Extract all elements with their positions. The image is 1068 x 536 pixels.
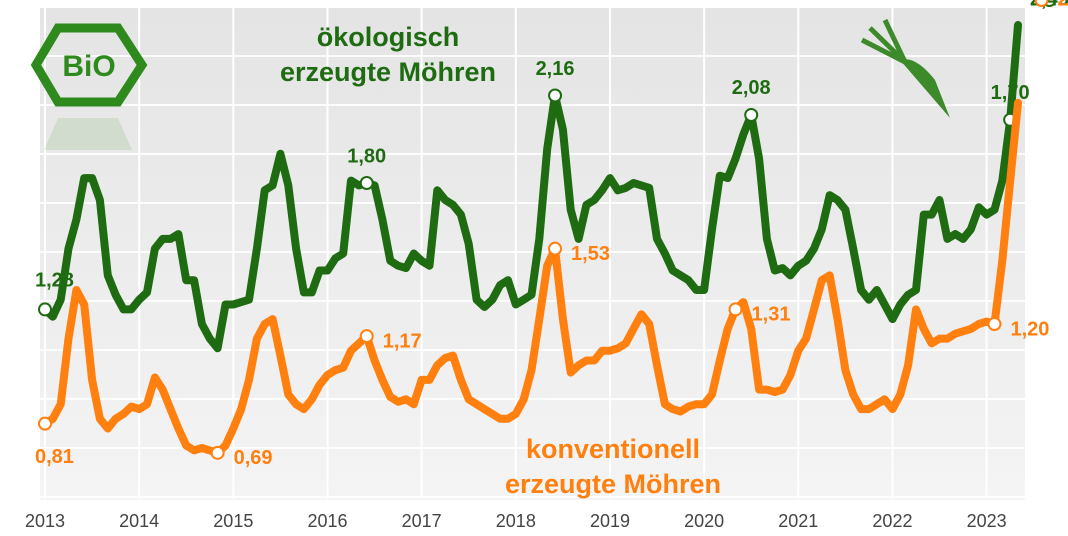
data-label: 1,17 — [383, 330, 422, 352]
x-tick-label: 2022 — [872, 511, 912, 531]
carrot-leaves — [862, 20, 905, 62]
x-tick-label: 2013 — [25, 511, 65, 531]
point-marker — [730, 303, 742, 315]
point-marker — [745, 109, 757, 121]
data-label: 2,08 — [732, 77, 771, 99]
bio-logo: BiO — [36, 28, 142, 150]
point-marker — [988, 318, 1000, 330]
x-tick-label: 2020 — [684, 511, 724, 531]
point-marker — [212, 447, 224, 459]
x-tick-label: 2016 — [307, 511, 347, 531]
carrot — [900, 59, 950, 118]
point-marker — [1036, 0, 1048, 6]
x-tick-label: 2017 — [402, 511, 442, 531]
x-tick-label: 2018 — [496, 511, 536, 531]
data-label: 1,80 — [347, 145, 386, 167]
data-label: 1,20 — [1010, 318, 1049, 340]
legend-label: ökologisch erzeugte Möhren — [268, 20, 508, 90]
point-marker — [39, 418, 51, 430]
legend-label: konventionell erzeugte Möhren — [478, 432, 748, 502]
point-marker — [361, 330, 373, 342]
data-label: 2,13 — [1058, 0, 1068, 10]
data-label: 1,28 — [35, 270, 74, 292]
logo-reflection — [44, 118, 132, 150]
point-marker — [361, 177, 373, 189]
x-tick-label: 2019 — [590, 511, 630, 531]
data-label: 1,53 — [571, 243, 610, 265]
point-marker — [549, 243, 561, 255]
carrot-icon — [862, 20, 950, 118]
point-marker — [549, 90, 561, 102]
series-line — [45, 25, 1018, 348]
data-label: 2,16 — [536, 58, 575, 80]
point-marker — [39, 303, 51, 315]
grid — [45, 8, 987, 499]
x-tick-label: 2021 — [778, 511, 818, 531]
x-tick-label: 2015 — [213, 511, 253, 531]
x-tick-label: 2023 — [967, 511, 1007, 531]
data-label: 0,69 — [234, 447, 273, 469]
x-tick-label: 2014 — [119, 511, 159, 531]
logo-text: BiO — [62, 50, 115, 83]
data-label: 1,31 — [752, 304, 791, 326]
page: {"chart_data": {"type": "line", "logo_te… — [0, 0, 1068, 536]
data-label: 0,81 — [35, 446, 74, 468]
data-label: 1,70 — [991, 82, 1030, 104]
